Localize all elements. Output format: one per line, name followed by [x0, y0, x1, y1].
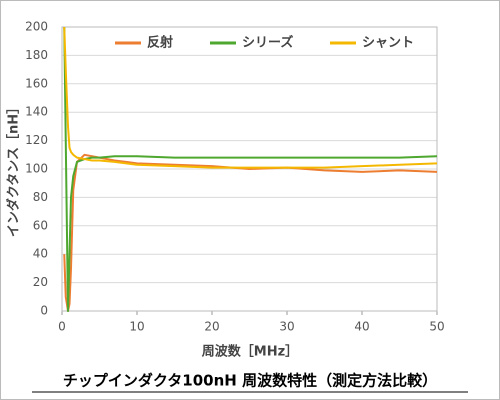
y-tick-label: 200	[25, 20, 48, 34]
legend-label: 反射	[147, 35, 173, 51]
y-tick-label: 40	[33, 247, 48, 261]
x-tick-label: 10	[129, 320, 144, 334]
series-line	[63, 26, 438, 169]
x-tick-label: 50	[429, 320, 444, 334]
series-line	[63, 153, 438, 312]
x-axis-label: 周波数［MHz］	[202, 344, 298, 360]
legend-label: シャント	[362, 36, 414, 51]
y-tick-label: 60	[33, 218, 48, 232]
x-tick-label: 30	[279, 320, 294, 334]
y-tick-label: 20	[33, 275, 48, 289]
y-tick-label: 0	[40, 304, 48, 318]
y-tick-label: 140	[25, 105, 48, 119]
y-tick-label: 120	[25, 133, 48, 147]
y-tick-label: 180	[25, 48, 48, 62]
legend-label: シリーズ	[242, 35, 293, 51]
y-axis-label: インダクタンス［nH］	[6, 101, 22, 237]
x-tick-label: 0	[58, 320, 66, 334]
y-tick-label: 100	[25, 162, 48, 176]
x-tick-label: 40	[354, 320, 369, 334]
x-tick-label: 20	[204, 320, 219, 334]
series-line	[63, 26, 438, 312]
y-tick-label: 160	[25, 76, 48, 90]
y-tick-label: 80	[33, 190, 48, 204]
plot-frame	[61, 26, 438, 312]
chart-title: チップインダクタ100nH 周波数特性（測定方法比較）	[63, 372, 437, 390]
